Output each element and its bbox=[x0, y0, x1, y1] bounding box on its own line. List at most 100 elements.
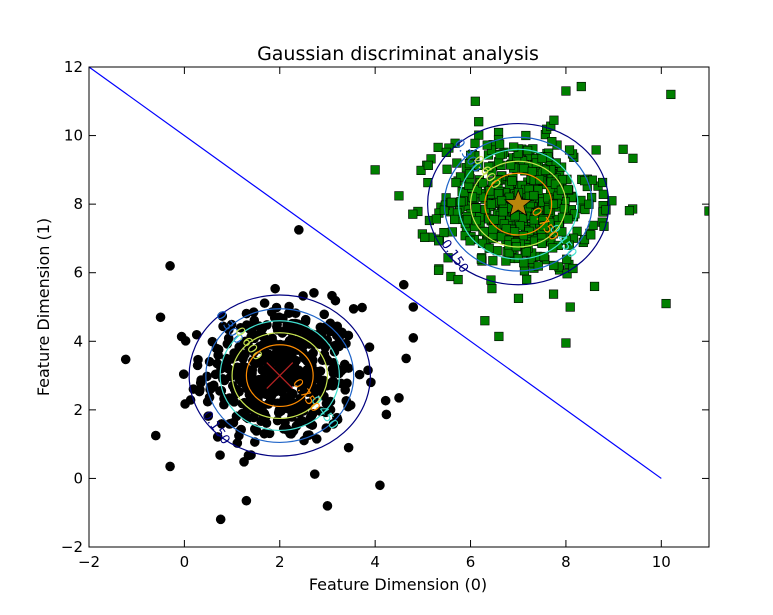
data-point bbox=[286, 388, 297, 399]
data-point bbox=[453, 274, 463, 285]
data-point bbox=[274, 312, 284, 322]
axes: −2 0 2 4 6 8 10 −2 0 2 4 6 8 10 12 bbox=[61, 58, 710, 571]
data-point bbox=[303, 351, 314, 362]
data-point bbox=[494, 331, 504, 342]
data-point bbox=[441, 147, 451, 157]
x-tick-label: 8 bbox=[561, 553, 571, 571]
data-point bbox=[165, 261, 175, 271]
y-tick-label: 8 bbox=[73, 195, 83, 213]
data-point bbox=[497, 196, 507, 206]
data-point bbox=[330, 295, 341, 306]
data-point bbox=[563, 184, 573, 195]
data-point bbox=[276, 377, 287, 387]
data-point bbox=[601, 205, 611, 215]
data-point bbox=[319, 309, 330, 320]
data-point bbox=[277, 387, 287, 397]
data-point bbox=[348, 304, 359, 314]
class-0-points bbox=[120, 225, 419, 525]
data-point bbox=[394, 393, 404, 403]
y-tick-label: 10 bbox=[64, 127, 83, 145]
data-point bbox=[547, 136, 557, 147]
data-point bbox=[442, 164, 452, 174]
contour-0.750 bbox=[245, 344, 314, 408]
data-point bbox=[309, 469, 320, 479]
data-point bbox=[241, 495, 252, 506]
data-point bbox=[521, 247, 531, 257]
contour-0.450 bbox=[219, 320, 340, 432]
data-point bbox=[666, 89, 676, 100]
data-point bbox=[394, 191, 404, 201]
data-point bbox=[563, 214, 573, 224]
contour-0.450 bbox=[458, 148, 579, 260]
data-point bbox=[203, 411, 214, 421]
data-point bbox=[284, 335, 295, 346]
data-point bbox=[480, 316, 490, 326]
data-point bbox=[433, 265, 444, 275]
data-point bbox=[120, 354, 131, 365]
data-point bbox=[548, 243, 558, 253]
data-point bbox=[294, 225, 304, 235]
data-point bbox=[363, 365, 373, 376]
data-point bbox=[628, 153, 638, 163]
data-point bbox=[565, 302, 575, 312]
data-point bbox=[431, 214, 441, 224]
data-point bbox=[215, 514, 226, 525]
data-point bbox=[235, 322, 246, 333]
data-point bbox=[618, 144, 628, 154]
data-point bbox=[539, 251, 549, 262]
data-point bbox=[464, 169, 475, 179]
data-point bbox=[540, 165, 551, 175]
y-tick-label: 0 bbox=[73, 469, 83, 487]
data-point bbox=[579, 176, 590, 186]
data-point bbox=[245, 369, 256, 379]
plot-frame bbox=[88, 66, 710, 548]
data-point bbox=[212, 432, 223, 442]
data-point bbox=[529, 190, 539, 201]
data-point bbox=[309, 388, 319, 398]
data-point bbox=[259, 298, 270, 308]
data-point bbox=[342, 378, 352, 389]
data-point bbox=[279, 326, 289, 336]
data-point bbox=[518, 231, 528, 241]
data-point bbox=[242, 384, 253, 394]
contour-0.600 bbox=[231, 332, 329, 420]
data-point bbox=[264, 428, 275, 439]
decision-boundary bbox=[89, 67, 662, 479]
data-point bbox=[570, 209, 580, 219]
data-point bbox=[509, 142, 519, 152]
data-point bbox=[281, 423, 292, 434]
data-point bbox=[276, 359, 286, 370]
data-point bbox=[470, 96, 480, 106]
data-point bbox=[557, 227, 567, 237]
data-point bbox=[533, 261, 543, 271]
data-point bbox=[307, 408, 318, 419]
data-point bbox=[202, 396, 213, 407]
data-point bbox=[466, 150, 476, 160]
data-point bbox=[488, 256, 498, 266]
data-point bbox=[559, 204, 569, 214]
data-point bbox=[487, 283, 497, 294]
data-point bbox=[343, 442, 354, 453]
contour-0.750 bbox=[484, 172, 553, 236]
x-tick-label: −2 bbox=[78, 553, 100, 571]
data-point bbox=[398, 279, 409, 290]
data-point bbox=[423, 160, 433, 170]
data-point bbox=[271, 302, 282, 313]
data-point bbox=[380, 395, 391, 406]
data-point bbox=[551, 158, 561, 168]
data-point bbox=[509, 227, 520, 237]
data-point bbox=[561, 338, 571, 348]
data-point bbox=[354, 369, 365, 380]
data-point bbox=[213, 344, 224, 355]
data-point bbox=[486, 199, 496, 209]
data-point bbox=[470, 138, 480, 148]
y-axis-label: Feature Dimension (1) bbox=[34, 218, 53, 396]
data-point bbox=[267, 333, 277, 343]
data-point bbox=[434, 236, 444, 246]
data-point bbox=[165, 461, 175, 472]
contour-0.150 bbox=[427, 122, 610, 286]
x-tick-label: 4 bbox=[370, 553, 380, 571]
data-point bbox=[357, 302, 367, 313]
data-point bbox=[564, 145, 575, 155]
